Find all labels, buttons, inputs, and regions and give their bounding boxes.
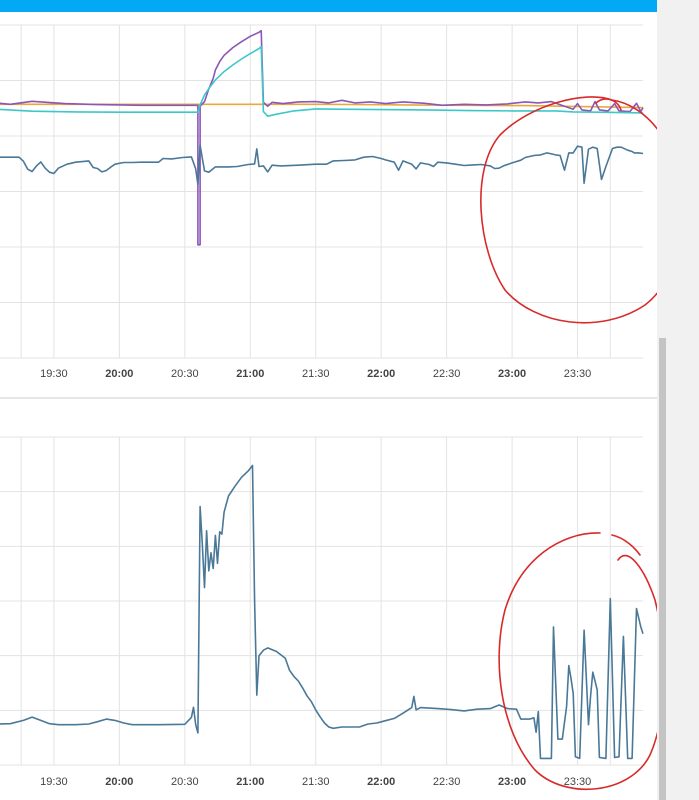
x-tick-label: 22:30	[433, 776, 461, 788]
chart-bottom: 19:30 20:00 20:30 21:00 21:30 22:00 22:30 23:00…	[0, 436, 644, 788]
x-tick-label: 19:30	[40, 368, 68, 380]
card-divider	[0, 397, 657, 399]
x-tick-label: 23:30	[564, 368, 592, 380]
scrollbar-thumb[interactable]	[659, 338, 666, 800]
gridlines	[0, 24, 643, 359]
annotation-layer	[480, 96, 657, 790]
annotation-circle-top	[480, 96, 657, 324]
series-line-2	[0, 29, 644, 246]
app-header-bar	[0, 0, 657, 12]
x-tick-label: 23:00	[498, 776, 526, 788]
series-line-1	[0, 103, 644, 109]
x-tick-label: 21:00	[236, 368, 264, 380]
chart-top: 19:30 20:00 20:30 21:00 21:30 22:00 22:30 23:00…	[0, 24, 644, 380]
gridlines	[0, 436, 643, 766]
series-line-3	[0, 45, 644, 117]
x-tick-label: 22:00	[367, 776, 395, 788]
x-tick-label: 20:00	[105, 776, 133, 788]
annotation-circle-bottom	[498, 532, 657, 790]
x-tick-label: 20:00	[105, 368, 133, 380]
x-tick-label: 19:30	[40, 776, 68, 788]
x-tick-label: 23:00	[498, 368, 526, 380]
x-tick-label: 21:30	[302, 368, 330, 380]
x-tick-label: 23:30	[564, 776, 592, 788]
series-line-4	[0, 144, 644, 186]
x-tick-label: 21:30	[302, 776, 330, 788]
x-tick-label: 22:00	[367, 368, 395, 380]
x-tick-label: 20:30	[171, 368, 199, 380]
x-tick-label: 21:00	[236, 776, 264, 788]
x-tick-label: 22:30	[433, 368, 461, 380]
history-charts: 19:30 20:00 20:30 21:00 21:30 22:00 22:30 23:00…	[0, 24, 657, 790]
x-tick-label: 20:30	[171, 776, 199, 788]
series-line-1	[0, 464, 644, 760]
